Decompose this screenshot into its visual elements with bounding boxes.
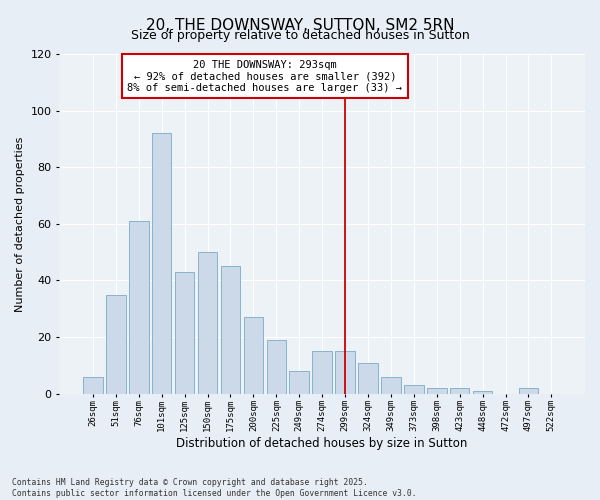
Bar <box>335 351 355 394</box>
Bar <box>83 376 103 394</box>
Bar <box>450 388 469 394</box>
Bar <box>404 385 424 394</box>
Text: 20 THE DOWNSWAY: 293sqm
← 92% of detached houses are smaller (392)
8% of semi-de: 20 THE DOWNSWAY: 293sqm ← 92% of detache… <box>127 60 403 93</box>
Bar <box>519 388 538 394</box>
Bar <box>129 221 149 394</box>
Bar <box>244 317 263 394</box>
Text: Contains HM Land Registry data © Crown copyright and database right 2025.
Contai: Contains HM Land Registry data © Crown c… <box>12 478 416 498</box>
Bar <box>266 340 286 394</box>
Y-axis label: Number of detached properties: Number of detached properties <box>15 136 25 312</box>
Text: 20, THE DOWNSWAY, SUTTON, SM2 5RN: 20, THE DOWNSWAY, SUTTON, SM2 5RN <box>146 18 454 32</box>
Bar <box>473 391 493 394</box>
Bar <box>289 371 309 394</box>
Bar <box>313 351 332 394</box>
Bar <box>175 272 194 394</box>
Text: Size of property relative to detached houses in Sutton: Size of property relative to detached ho… <box>131 29 469 42</box>
Bar <box>152 133 172 394</box>
Bar <box>221 266 240 394</box>
Bar <box>358 362 378 394</box>
Bar <box>381 376 401 394</box>
Bar <box>427 388 446 394</box>
X-axis label: Distribution of detached houses by size in Sutton: Distribution of detached houses by size … <box>176 437 468 450</box>
Bar <box>198 252 217 394</box>
Bar <box>106 294 125 394</box>
